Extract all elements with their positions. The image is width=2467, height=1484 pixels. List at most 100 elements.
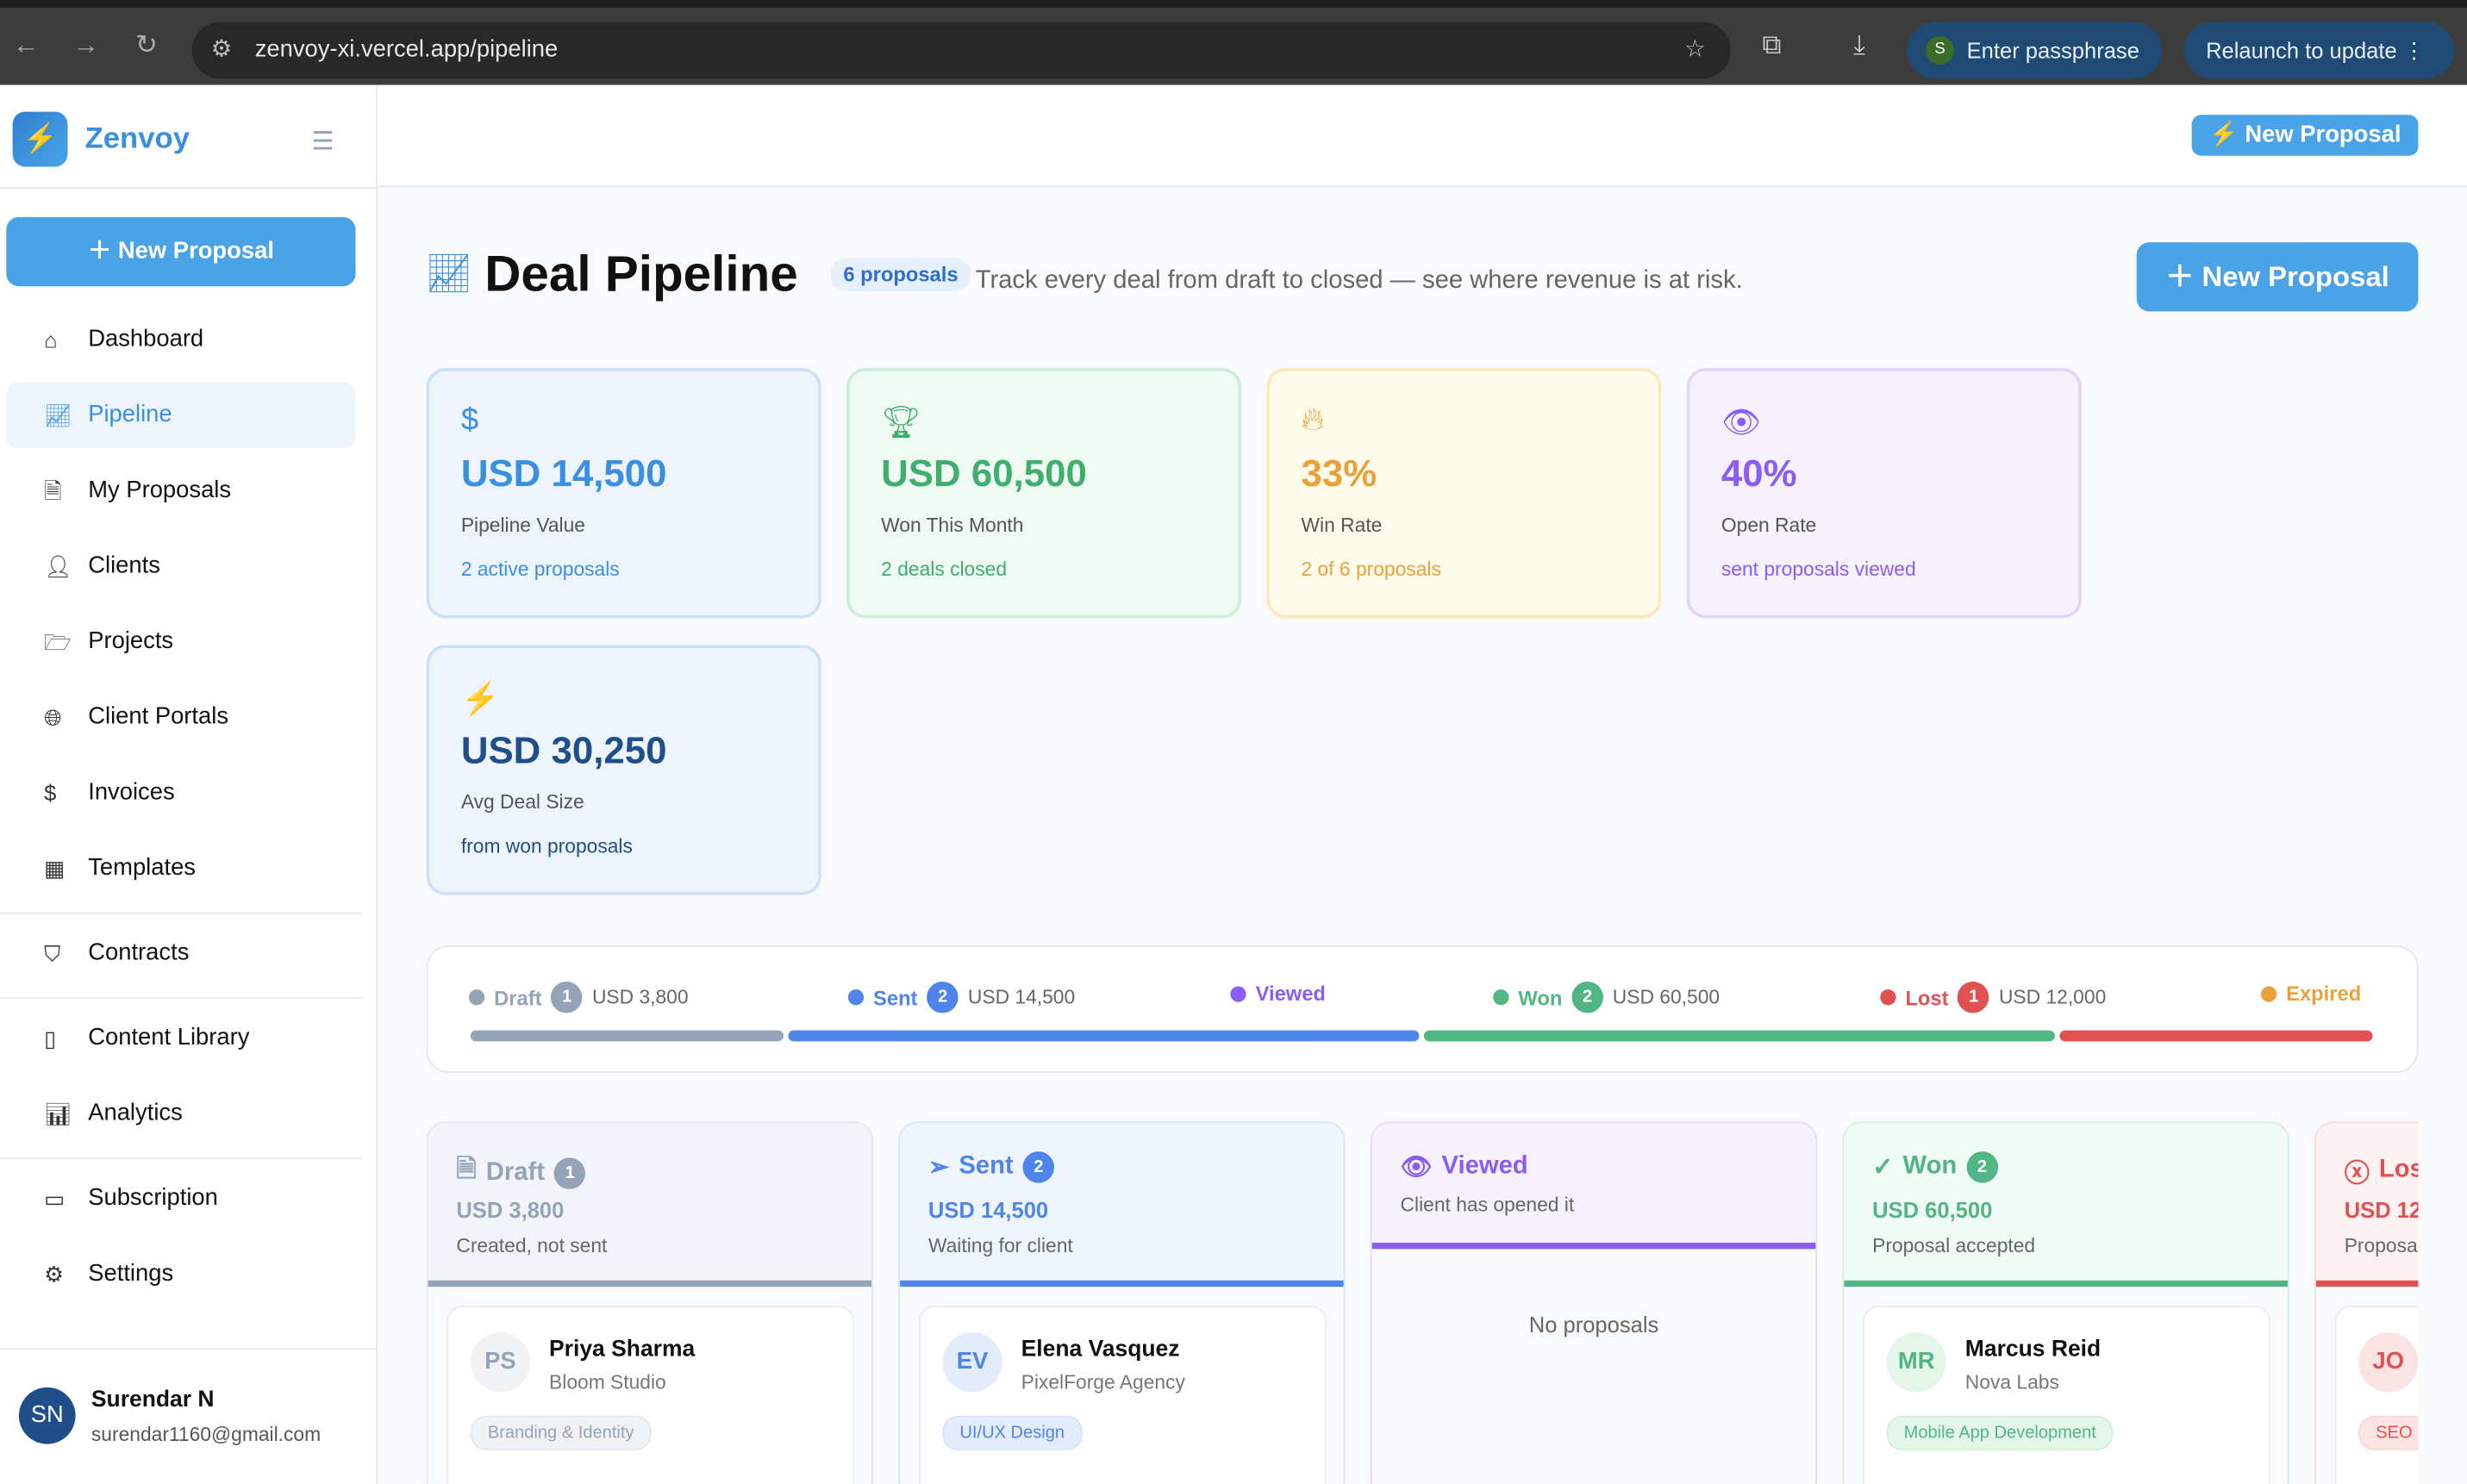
proposal-card[interactable]: PS Priya Sharma Bloom Studio Branding & Ide… bbox=[447, 1305, 855, 1484]
stage-won[interactable]: Won 2 USD 60,500 bbox=[1493, 981, 1721, 1013]
reload-icon[interactable]: ↻ bbox=[134, 29, 158, 60]
sidebar-item-label: Dashboard bbox=[88, 325, 204, 352]
lightning-icon: ⚡ bbox=[460, 683, 501, 718]
user-name: Surendar N bbox=[91, 1387, 215, 1413]
address-bar[interactable]: ⚙ zenvoy-xi.vercel.app/pipeline ☆ bbox=[191, 22, 1731, 79]
pipeline-chart-icon: 📈︎ bbox=[424, 253, 473, 296]
sidebar-item-label: Settings bbox=[88, 1260, 174, 1288]
collapse-sidebar-icon[interactable]: ☰ bbox=[311, 128, 334, 156]
sidebar-item-contracts[interactable]: ⛉ Contracts bbox=[6, 920, 355, 987]
back-icon[interactable]: ← bbox=[12, 29, 40, 60]
stage-sent[interactable]: Sent 2 USD 14,500 bbox=[847, 981, 1075, 1013]
user-email: surendar1160@gmail.com bbox=[91, 1423, 322, 1446]
sidebar-item-label: Content Library bbox=[88, 1024, 250, 1051]
stat-label: Avg Deal Size bbox=[460, 791, 584, 814]
dollar-icon: $ bbox=[44, 780, 57, 806]
sidebar-item-pipeline[interactable]: 📈︎ Pipeline bbox=[6, 382, 356, 449]
sidebar-item-label: Clients bbox=[88, 552, 160, 579]
browser-toolbar: ← → ↻ ⚙ zenvoy-xi.vercel.app/pipeline ☆ ⧉ … bbox=[0, 0, 2467, 85]
client-name: Elena Vasquez bbox=[1021, 1337, 1180, 1362]
stage-lost[interactable]: Lost 1 USD 12,000 bbox=[1880, 981, 2106, 1013]
sidebar-item-label: Templates bbox=[88, 854, 197, 882]
sidebar-item-settings[interactable]: ⚙ Settings bbox=[6, 1241, 355, 1307]
stat-subtext: from won proposals bbox=[460, 835, 633, 857]
document-icon: 🗎 bbox=[456, 1156, 477, 1183]
document-icon: 🗎 bbox=[44, 477, 62, 504]
stat-card: 🏆︎ USD 60,500 Won This Month 2 deals closed bbox=[846, 368, 1242, 619]
chart-icon: 📈︎ bbox=[44, 402, 72, 428]
passphrase-label: Enter passphrase bbox=[1966, 37, 2139, 64]
stage-count: 2 bbox=[1571, 981, 1603, 1013]
sidebar-item-label: Pipeline bbox=[88, 401, 172, 428]
brand-name: Zenvoy bbox=[84, 122, 190, 156]
stat-label: Open Rate bbox=[1721, 514, 1817, 537]
sidebar-item-client-portals[interactable]: 🌐︎ Client Portals bbox=[6, 684, 355, 751]
column-title: Won bbox=[1902, 1152, 1958, 1180]
stat-subtext: 2 active proposals bbox=[460, 558, 620, 581]
user-avatar[interactable]: SN bbox=[18, 1387, 76, 1444]
stage-amount: USD 60,500 bbox=[1612, 986, 1721, 1009]
sidebar-item-my-proposals[interactable]: 🗎 My Proposals bbox=[6, 458, 355, 524]
sidebar-item-projects[interactable]: 🗁 Projects bbox=[6, 608, 355, 675]
client-avatar: MR bbox=[1886, 1332, 1946, 1393]
stat-subtext: 2 deals closed bbox=[881, 558, 1008, 581]
site-settings-icon[interactable]: ⚙ bbox=[210, 35, 233, 64]
sidebar-item-label: Subscription bbox=[88, 1184, 218, 1212]
sidebar-item-clients[interactable]: 👤︎ Clients bbox=[6, 533, 355, 600]
column-amount: USD 14,500 bbox=[927, 1197, 1049, 1223]
stage-count: 1 bbox=[551, 981, 583, 1013]
sidebar-item-subscription[interactable]: ▭ Subscription bbox=[6, 1166, 355, 1232]
service-tag: Branding & Identity bbox=[470, 1415, 652, 1450]
forward-icon[interactable]: → bbox=[72, 29, 99, 60]
shield-icon: ⛉ bbox=[44, 940, 61, 966]
column-viewed: 👁︎ Viewed Client has opened it No proposals bbox=[1370, 1121, 1818, 1484]
column-title: Sent bbox=[959, 1152, 1014, 1180]
top-bar: ⚡ New Proposal bbox=[378, 84, 2467, 188]
column-count: 1 bbox=[553, 1157, 586, 1189]
stage-viewed[interactable]: Viewed bbox=[1230, 982, 1326, 1005]
star-icon[interactable]: ☆ bbox=[1684, 35, 1706, 64]
users-icon: 👤︎ bbox=[44, 553, 72, 579]
sidebar-new-proposal-button[interactable]: ＋ New Proposal bbox=[6, 216, 356, 287]
stage-name: Expired bbox=[2286, 981, 2362, 1006]
new-proposal-label: New Proposal bbox=[2202, 260, 2389, 293]
stat-card: $ USD 14,500 Pipeline Value 2 active propos… bbox=[426, 368, 821, 619]
sidebar-item-label: My Proposals bbox=[88, 477, 232, 504]
column-description: Client has opened it bbox=[1400, 1194, 1575, 1216]
proposal-card[interactable]: EV Elena Vasquez PixelForge Agency UI/UX De… bbox=[918, 1305, 1327, 1484]
sidebar-item-content-library[interactable]: ▯ Content Library bbox=[6, 1005, 355, 1071]
download-icon[interactable]: ⤓ bbox=[1853, 29, 1865, 60]
send-icon: ➢ bbox=[927, 1154, 950, 1182]
sidebar-item-analytics[interactable]: 📊︎ Analytics bbox=[6, 1081, 355, 1147]
stat-card: 🔥︎ 33% Win Rate 2 of 6 proposals bbox=[1266, 368, 1662, 619]
column-draft: 🗎 Draft 1 USD 3,800 Created, not sent PS Priya… bbox=[426, 1121, 874, 1484]
topbar-new-proposal-button[interactable]: ⚡ New Proposal bbox=[2191, 115, 2419, 156]
column-count: 2 bbox=[1966, 1151, 1998, 1183]
stat-value: USD 30,250 bbox=[460, 729, 667, 773]
service-tag: Mobile App Development bbox=[1886, 1415, 2114, 1450]
stat-subtext: sent proposals viewed bbox=[1721, 558, 1916, 581]
relaunch-button[interactable]: Relaunch to update ⋮ bbox=[2183, 22, 2455, 79]
sidebar-item-invoices[interactable]: $ Invoices bbox=[6, 760, 355, 826]
proposal-card[interactable]: MR Marcus Reid Nova Labs Mobile App Develop… bbox=[1863, 1305, 2270, 1484]
extensions-icon[interactable]: ⧉ bbox=[1762, 29, 1782, 60]
page-title: Deal Pipeline bbox=[484, 245, 798, 302]
stage-expired[interactable]: Expired bbox=[2260, 981, 2362, 1006]
column-title: Draft bbox=[485, 1158, 545, 1186]
stage-count: 2 bbox=[927, 981, 959, 1013]
sidebar-item-templates[interactable]: ▦ Templates bbox=[6, 835, 355, 901]
more-icon[interactable]: ⋮ bbox=[2402, 37, 2426, 64]
sidebar-item-label: Client Portals bbox=[88, 702, 229, 730]
new-proposal-label: New Proposal bbox=[117, 237, 274, 265]
flame-icon: 🔥︎ bbox=[1301, 402, 1325, 438]
stage-bar-draft bbox=[470, 1030, 784, 1042]
stat-card: 👁︎ 40% Open Rate sent proposals viewed bbox=[1686, 368, 2082, 619]
sidebar-item-dashboard[interactable]: ⌂ Dashboard bbox=[6, 307, 355, 373]
stat-value: 40% bbox=[1721, 452, 1797, 496]
new-proposal-button[interactable]: ＋ New Proposal bbox=[2136, 242, 2419, 312]
passphrase-button[interactable]: S Enter passphrase bbox=[1907, 22, 2162, 79]
stage-name: Won bbox=[1518, 985, 1563, 1009]
client-avatar: EV bbox=[942, 1332, 1002, 1393]
client-name: Marcus Reid bbox=[1964, 1337, 2102, 1362]
stage-draft[interactable]: Draft 1 USD 3,800 bbox=[468, 981, 689, 1013]
